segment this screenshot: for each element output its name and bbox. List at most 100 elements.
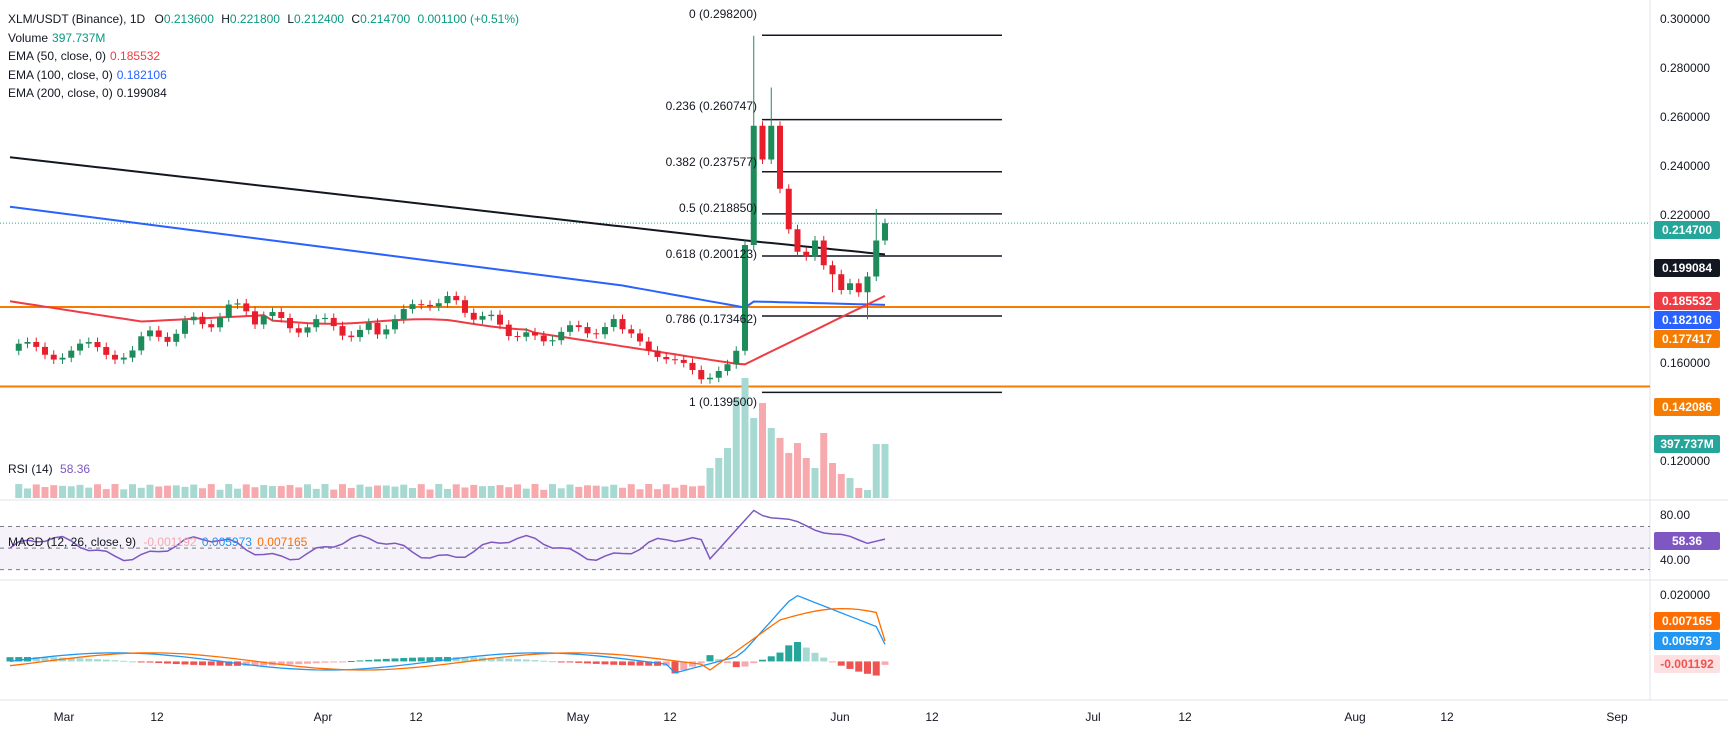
- time-tick: Aug: [1344, 710, 1366, 724]
- volume-bar: [706, 468, 714, 498]
- macd-histogram-bar: [199, 661, 206, 666]
- ema100-line: [9, 205, 886, 309]
- candle-body: [733, 350, 740, 365]
- macd-histogram-bar: [514, 659, 521, 662]
- macd-line: [9, 594, 886, 674]
- candles: [15, 35, 888, 384]
- candle-body: [794, 229, 801, 252]
- volume-bar: [461, 487, 469, 498]
- candle-body: [103, 347, 110, 355]
- candle-body: [532, 332, 538, 336]
- ema50-legend-row[interactable]: EMA (50, close, 0) 0.185532: [8, 47, 519, 66]
- candle-body: [33, 341, 40, 347]
- macd-histogram-bar: [802, 647, 810, 662]
- candle-body: [505, 324, 512, 337]
- volume-bar: [59, 485, 66, 498]
- candle-body: [322, 317, 328, 320]
- macd-histogram-bar: [496, 658, 504, 662]
- price-tick: 0.260000: [1660, 110, 1711, 124]
- time-tick: 12: [150, 710, 164, 724]
- macd-histogram-bar: [164, 661, 171, 664]
- macd-histogram-bar: [785, 645, 793, 662]
- volume-bar: [94, 484, 101, 498]
- volume-bar: [260, 485, 268, 498]
- macd-histogram-bar: [636, 661, 644, 666]
- macd-histogram-bar: [417, 657, 425, 662]
- candle-body: [374, 322, 381, 335]
- macd-histogram-bar: [251, 661, 259, 666]
- time-tick: 12: [663, 710, 677, 724]
- macd-histogram-bar: [566, 661, 574, 663]
- candle-body: [225, 304, 232, 318]
- volume-bar: [619, 487, 626, 498]
- ema100-legend-row[interactable]: EMA (100, close, 0) 0.182106: [8, 66, 519, 85]
- time-tick: 12: [1178, 710, 1192, 724]
- candle-body: [357, 329, 363, 338]
- macd-histogram-bar: [120, 660, 128, 662]
- time-tick: Jul: [1085, 710, 1101, 724]
- ema100-legend-label: EMA (100, close, 0): [8, 67, 113, 82]
- candle-body: [85, 342, 92, 344]
- volume-bar: [671, 487, 679, 498]
- volume-bar: [452, 484, 460, 498]
- macd-histogram-bar: [452, 657, 460, 662]
- symbol-label[interactable]: XLM/USDT (Binance), 1D: [8, 12, 146, 26]
- volume-bar: [347, 488, 355, 498]
- macd-histogram-bar: [207, 661, 215, 666]
- volume-bar: [479, 486, 486, 498]
- macd-histogram-bar: [190, 661, 198, 665]
- candle-body: [628, 329, 635, 334]
- candle-body: [147, 330, 153, 337]
- macd-histogram-bar: [592, 661, 600, 664]
- volume-bar: [584, 485, 591, 498]
- volume-bars: [15, 378, 889, 498]
- rsi-line: [9, 509, 886, 562]
- open-key: O: [154, 12, 164, 26]
- volume-bar: [732, 398, 740, 498]
- close-value: 0.214700: [360, 12, 411, 26]
- macd-histogram-bar: [855, 661, 863, 672]
- volume-bar: [426, 489, 434, 498]
- volume-bar: [312, 488, 320, 498]
- candle-body: [680, 359, 687, 363]
- macd-histogram-bar: [409, 657, 416, 662]
- volume-legend-row[interactable]: Volume 397.737M: [8, 29, 519, 48]
- candle-body: [427, 304, 433, 307]
- symbol-ohlc-row: XLM/USDT (Binance), 1D O0.213600 H0.2218…: [8, 10, 519, 29]
- candle-body: [365, 322, 372, 330]
- macd-histogram-bar: [155, 661, 163, 664]
- candle-body: [514, 336, 521, 338]
- macd-histogram-bar: [225, 661, 233, 666]
- candle-body: [864, 276, 871, 293]
- volume-legend-label: Volume: [8, 30, 49, 45]
- candle-body: [663, 356, 670, 360]
- volume-bar: [155, 486, 163, 498]
- macd-histogram-bar: [129, 661, 136, 663]
- volume-bar: [339, 484, 346, 498]
- candle-body: [243, 303, 250, 312]
- macd-histogram-bar: [50, 657, 58, 662]
- macd-histogram-bar: [382, 658, 390, 662]
- volume-bar: [680, 484, 688, 498]
- candle-body: [138, 336, 145, 351]
- ema200-legend-row[interactable]: EMA (200, close, 0) 0.199084: [8, 84, 519, 103]
- price-tick: 0.220000: [1660, 208, 1711, 222]
- candle-body: [42, 346, 48, 355]
- ema100-badge: 0.182106: [1654, 311, 1720, 329]
- volume-bar: [199, 488, 206, 498]
- volume-bar: [102, 489, 110, 498]
- macd-histogram-bar: [216, 661, 224, 666]
- volume-bar: [129, 484, 136, 498]
- rsi-legend[interactable]: RSI (14) 58.36: [8, 462, 90, 476]
- volume-bar: [881, 444, 889, 498]
- fibonacci-retracement: [762, 34, 1002, 394]
- volume-bar: [277, 486, 285, 498]
- macd-legend[interactable]: MACD (12, 26, close, 9) -0.001192 0.0059…: [8, 535, 307, 549]
- macd-histogram-bar: [295, 661, 303, 665]
- low-value: 0.212400: [294, 12, 345, 26]
- macd-histogram-bar: [487, 657, 495, 662]
- time-tick: 12: [925, 710, 939, 724]
- macd-legend-label: MACD (12, 26, close, 9): [8, 535, 137, 549]
- candle-body: [540, 335, 547, 342]
